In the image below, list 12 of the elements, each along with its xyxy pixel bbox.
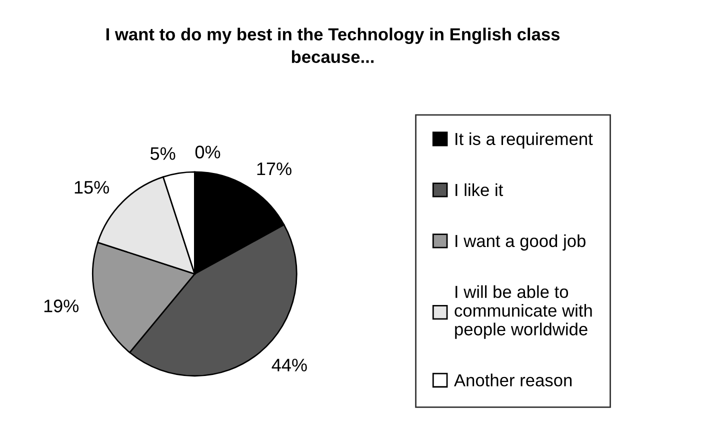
data-label: 15%	[74, 180, 109, 194]
chart-title: I want to do my best in the Technology in English class because...	[106, 28, 560, 64]
data-label: 44%	[272, 358, 307, 372]
legend-label: Another reason	[454, 374, 572, 386]
legend-label: It is a requirement	[456, 132, 593, 149]
legend-label: I like it	[456, 183, 504, 196]
data-label: 5%	[150, 147, 176, 160]
legend-label: I will be able to communicate with people worldwide	[454, 285, 592, 339]
legend-label: I want a good job	[456, 234, 586, 251]
text: 0%	[195, 146, 220, 158]
data-label: 17%	[257, 162, 292, 176]
data-label: 19%	[44, 300, 79, 312]
